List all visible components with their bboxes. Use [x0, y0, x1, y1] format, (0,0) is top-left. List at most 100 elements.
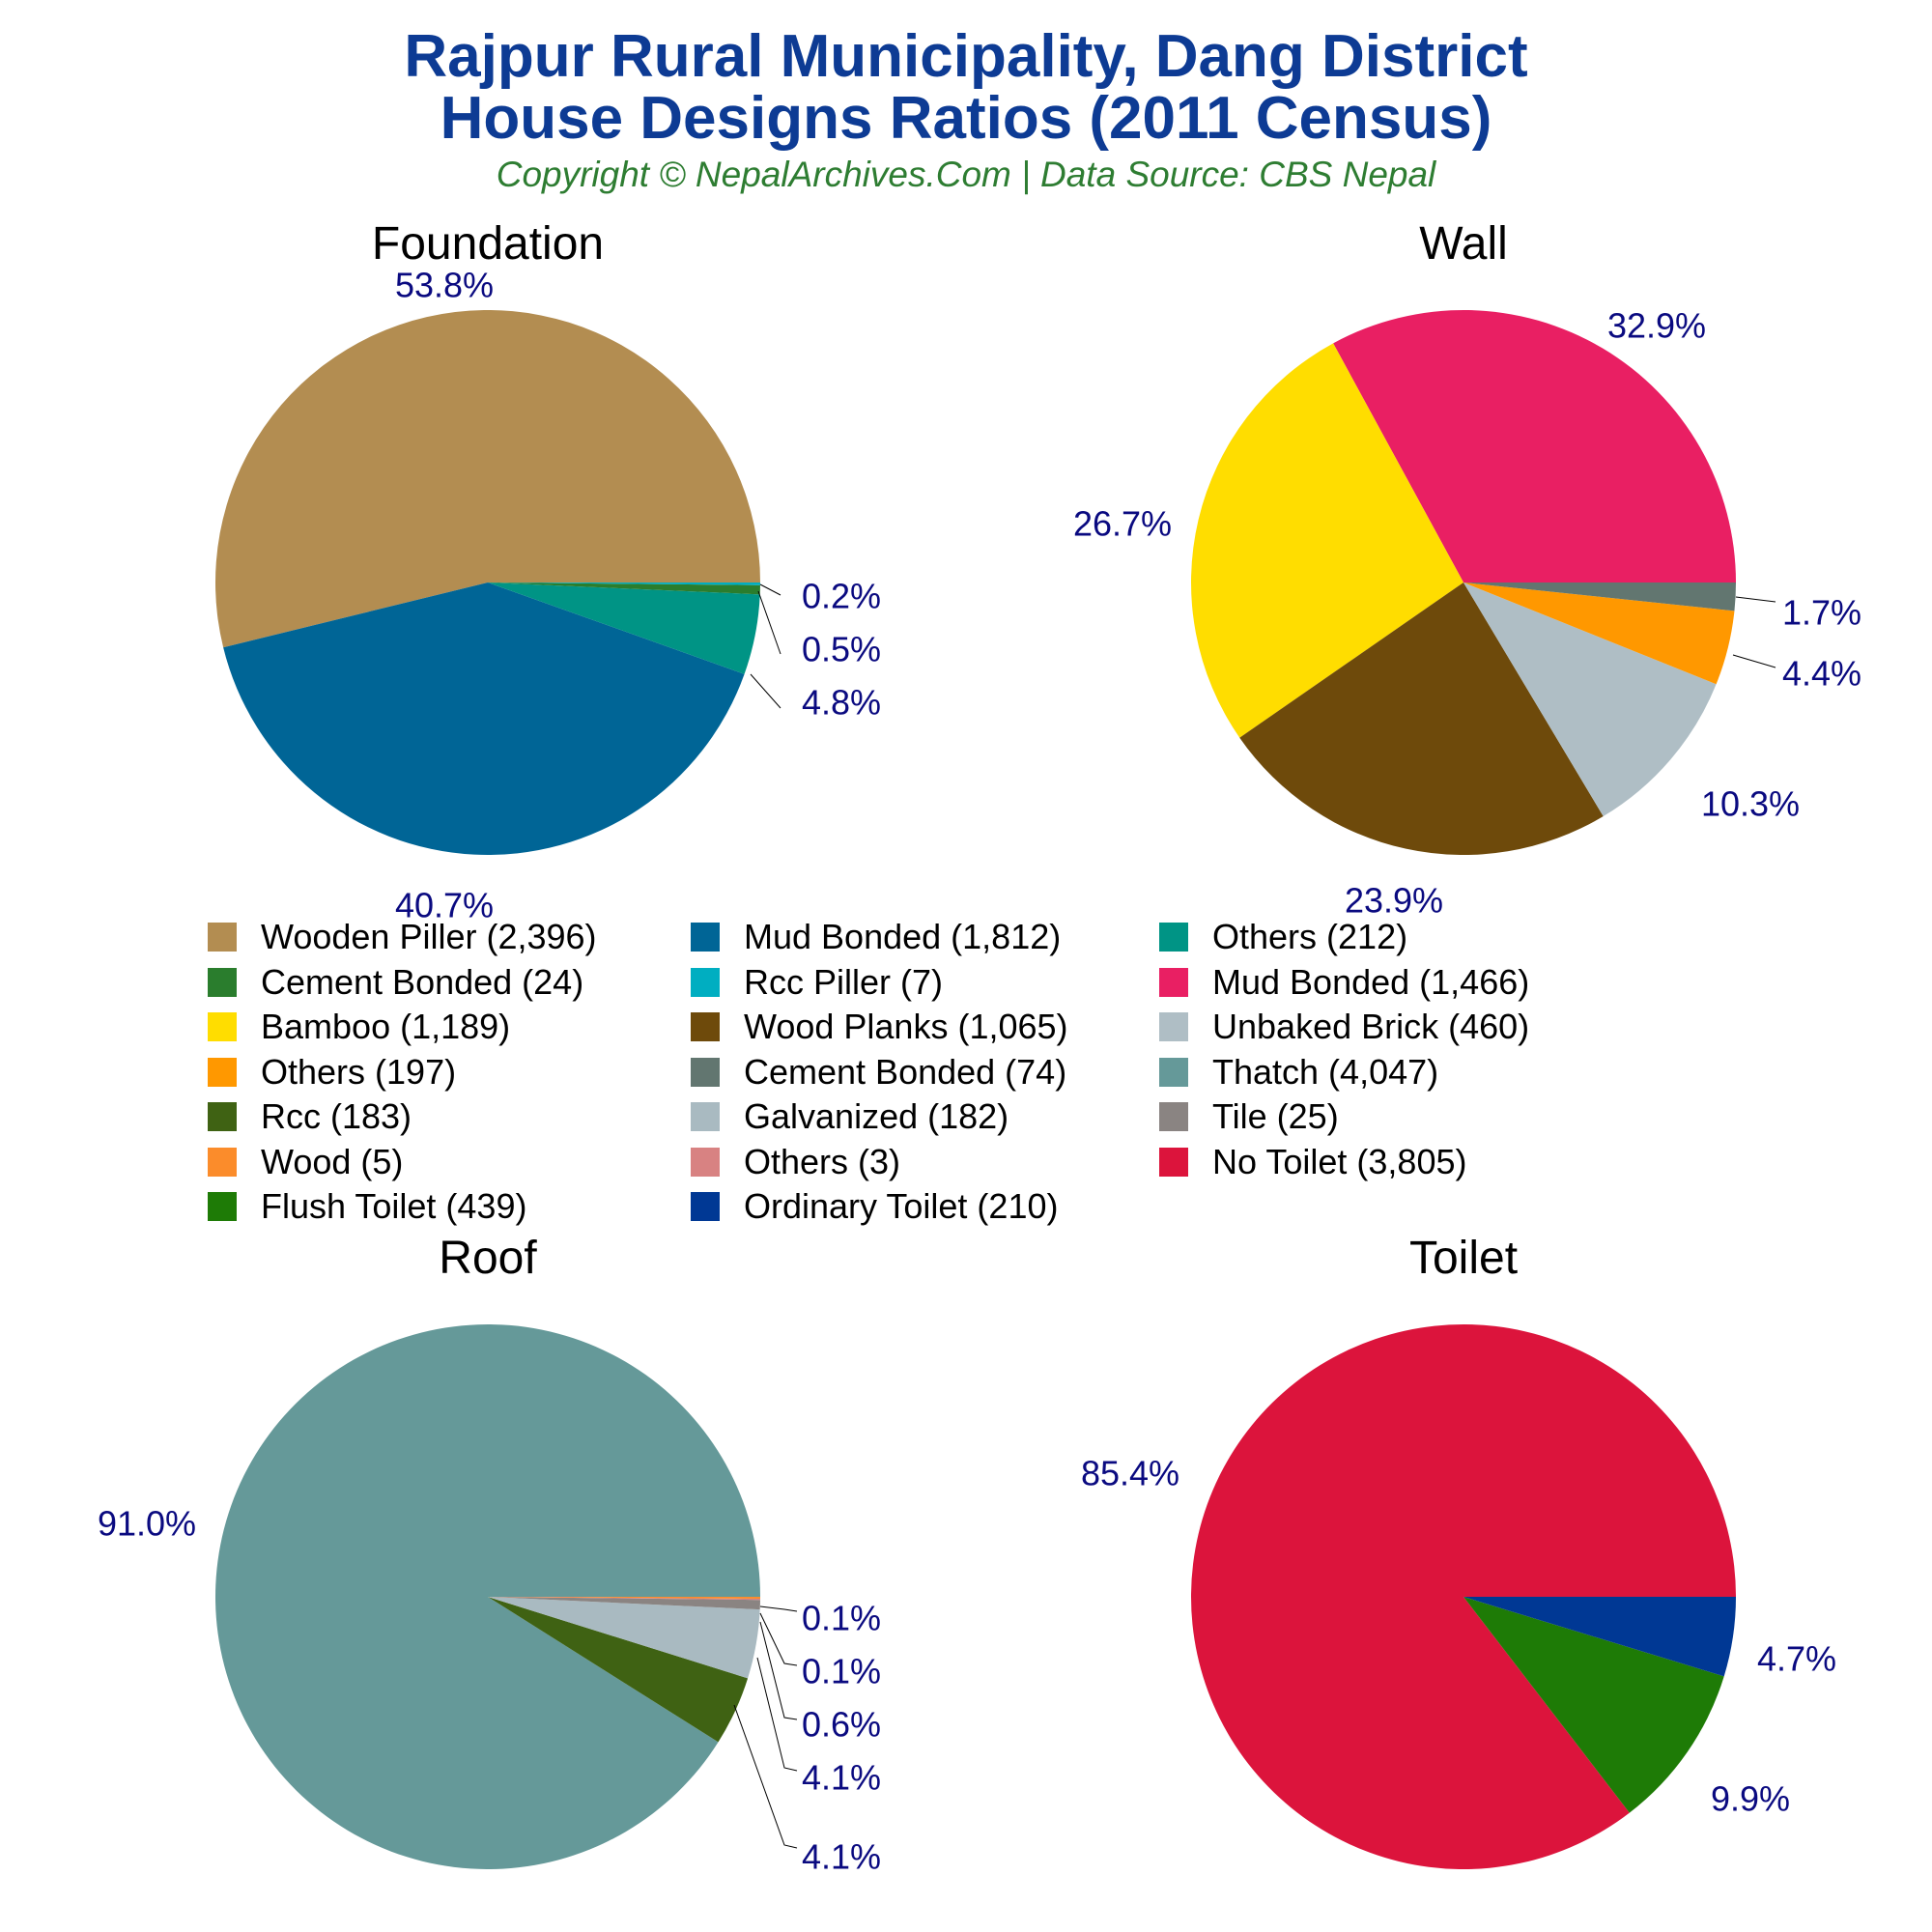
legend-item: Others (212) [1159, 917, 1407, 956]
legend-item: Rcc Piller (7) [691, 961, 944, 1002]
legend-item: Mud Bonded (1,812) [691, 917, 1062, 956]
legend-label: Mud Bonded (1,812) [744, 917, 1062, 956]
foundation-percent-label: 40.7% [395, 886, 494, 925]
legend-item: Wooden Piller (2,396) [208, 917, 597, 956]
legend-swatch [691, 1102, 720, 1131]
wall-slice-cement-bonded [1463, 582, 1736, 611]
legend-label: Rcc Piller (7) [744, 961, 944, 1002]
legend-swatch [208, 1102, 237, 1131]
toilet-percent-label: 85.4% [1081, 1454, 1179, 1493]
legend-swatch [1159, 923, 1188, 952]
legend-label: Rcc (183) [261, 1096, 412, 1136]
toilet-pie: 85.4% 9.9% 4.7% [1081, 1324, 1836, 1869]
roof-slice-galvanized [488, 1597, 760, 1679]
foundation-percent-label: 53.8% [395, 266, 494, 305]
legend-label: Cement Bonded (74) [744, 1051, 1067, 1092]
wall-percent-label: 4.4% [1782, 654, 1861, 694]
legend-item: Unbaked Brick (460) [1159, 1007, 1530, 1046]
legend-label: Cement Bonded (24) [261, 961, 584, 1002]
toilet-percent-label: 9.9% [1711, 1779, 1790, 1819]
roof-pie: 91.0% 4.1% 4.1% 0.6% 0.1% 0.1% [98, 1324, 881, 1877]
wall-slice-mud-bonded [1333, 309, 1736, 582]
foundation-percent-label: 4.8% [802, 683, 881, 723]
legend-item: Thatch (4,047) [1159, 1051, 1439, 1092]
foundation-leader-line [750, 673, 781, 709]
foundation-percent-label: 0.5% [802, 630, 881, 669]
legend-item: Flush Toilet (439) [208, 1186, 527, 1226]
wall-percent-label: 10.3% [1701, 784, 1800, 824]
legend-label: Unbaked Brick (460) [1212, 1007, 1530, 1046]
legend-swatch [691, 1147, 720, 1177]
legend-swatch [208, 1192, 237, 1221]
legend-item: Ordinary Toilet (210) [691, 1186, 1059, 1226]
legend-swatch [208, 1147, 237, 1177]
roof-percent-label: 0.1% [802, 1652, 881, 1691]
foundation-slice-cement-bonded [488, 582, 760, 595]
chart-title-line2: House Designs Ratios (2011 Census) [440, 85, 1492, 152]
roof-percent-label: 91.0% [98, 1504, 196, 1544]
roof-slice-thatch [214, 1324, 760, 1869]
legend-label: Wood (5) [261, 1141, 404, 1181]
foundation-pie-title: Foundation [372, 218, 604, 270]
legend-label: Tile (25) [1212, 1096, 1339, 1136]
legend-swatch [1159, 1102, 1188, 1131]
legend-swatch [691, 967, 720, 997]
roof-percent-label: 4.1% [802, 1758, 881, 1798]
legend-swatch [691, 1057, 720, 1087]
legend-item: Bamboo (1,189) [208, 1007, 510, 1046]
legend-swatch [691, 923, 720, 952]
roof-percent-label: 0.1% [802, 1599, 881, 1638]
chart-title-line1: Rajpur Rural Municipality, Dang District [404, 23, 1528, 90]
legend-swatch [208, 923, 237, 952]
wall-slice-unbaked-brick [1463, 582, 1717, 817]
wall-percent-label: 32.9% [1607, 306, 1706, 346]
legend-label: Wooden Piller (2,396) [261, 917, 597, 956]
legend-item: Rcc (183) [208, 1096, 412, 1136]
roof-leader-line [759, 1612, 798, 1666]
legend-swatch [1159, 1012, 1188, 1041]
legend-swatch [1159, 967, 1188, 997]
roof-percent-label: 4.1% [802, 1837, 881, 1877]
toilet-slice-flush-toilet [1463, 1597, 1724, 1813]
chart-subtitle: Copyright © NepalArchives.Com | Data Sou… [496, 155, 1436, 194]
foundation-slice-rcc-piller [488, 582, 760, 585]
wall-slice-others [1463, 582, 1735, 685]
foundation-pie: 53.8% 40.7% 4.8% 0.5% 0.2% [214, 266, 881, 925]
wall-percent-label: 23.9% [1345, 881, 1443, 921]
wall-leader-line [1735, 596, 1776, 603]
foundation-slice-others [488, 582, 760, 674]
roof-leader-line [733, 1704, 798, 1849]
roof-slice-rcc [488, 1597, 749, 1743]
wall-slice-bamboo [1190, 343, 1463, 738]
legend-item: Cement Bonded (24) [208, 961, 584, 1002]
legend-item: No Toilet (3,805) [1159, 1141, 1467, 1181]
legend-swatch [1159, 1057, 1188, 1087]
legend-item: Tile (25) [1159, 1096, 1339, 1136]
legend-swatch [208, 1057, 237, 1087]
legend-label: No Toilet (3,805) [1212, 1141, 1467, 1181]
roof-leader-line [759, 1605, 798, 1612]
foundation-leader-line [759, 583, 781, 596]
legend-label: Galvanized (182) [744, 1096, 1009, 1136]
legend-item: Mud Bonded (1,466) [1159, 961, 1530, 1002]
legend-label: Flush Toilet (439) [261, 1186, 527, 1226]
roof-slice-wood [488, 1597, 760, 1599]
wall-pie: 32.9% 26.7% 23.9% 10.3% 4.4% 1.7% [1073, 306, 1861, 921]
roof-percent-label: 0.6% [802, 1705, 881, 1745]
toilet-percent-label: 4.7% [1757, 1639, 1836, 1679]
roof-leader-line [759, 1621, 798, 1720]
wall-percent-label: 26.7% [1073, 504, 1172, 544]
legend-label: Ordinary Toilet (210) [744, 1186, 1059, 1226]
foundation-slice-wooden-piller [214, 309, 760, 648]
legend-item: Others (3) [691, 1142, 900, 1181]
roof-pie-title: Roof [439, 1233, 537, 1284]
wall-pie-title: Wall [1419, 218, 1508, 270]
wall-slice-wood-planks [1239, 582, 1604, 855]
legend-swatch [691, 1012, 720, 1041]
legend-swatch [208, 1012, 237, 1041]
legend-label: Mud Bonded (1,466) [1212, 961, 1530, 1002]
wall-leader-line [1732, 654, 1776, 668]
legend-swatch [208, 967, 237, 997]
legend-label: Thatch (4,047) [1212, 1051, 1439, 1092]
legend-label: Wood Planks (1,065) [744, 1007, 1068, 1046]
